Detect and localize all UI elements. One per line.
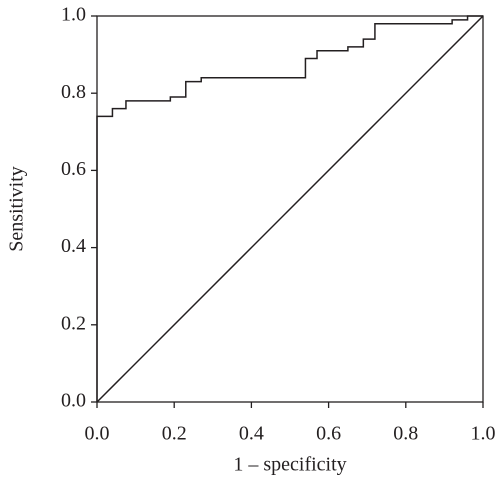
y-tick-label: 0.2	[61, 312, 86, 334]
x-tick-label: 0.0	[85, 423, 110, 445]
y-tick-label: 0.0	[61, 390, 86, 412]
x-axis-label: 1 – specificity	[233, 454, 346, 476]
y-tick-label: 0.8	[61, 81, 86, 103]
x-tick-label: 0.2	[162, 423, 187, 445]
x-tick-label: 0.8	[393, 423, 418, 445]
roc-line	[96, 15, 483, 402]
x-tick-label: 0.6	[316, 423, 341, 445]
y-axis-label: Sensitivity	[6, 166, 28, 252]
x-tick-label: 0.4	[239, 423, 264, 445]
x-tick-label: 1.0	[471, 423, 496, 445]
y-tick-label: 0.6	[61, 158, 86, 180]
y-tick-label: 0.4	[61, 235, 86, 257]
roc-line	[96, 15, 484, 403]
y-tick-label: 1.0	[61, 4, 86, 26]
